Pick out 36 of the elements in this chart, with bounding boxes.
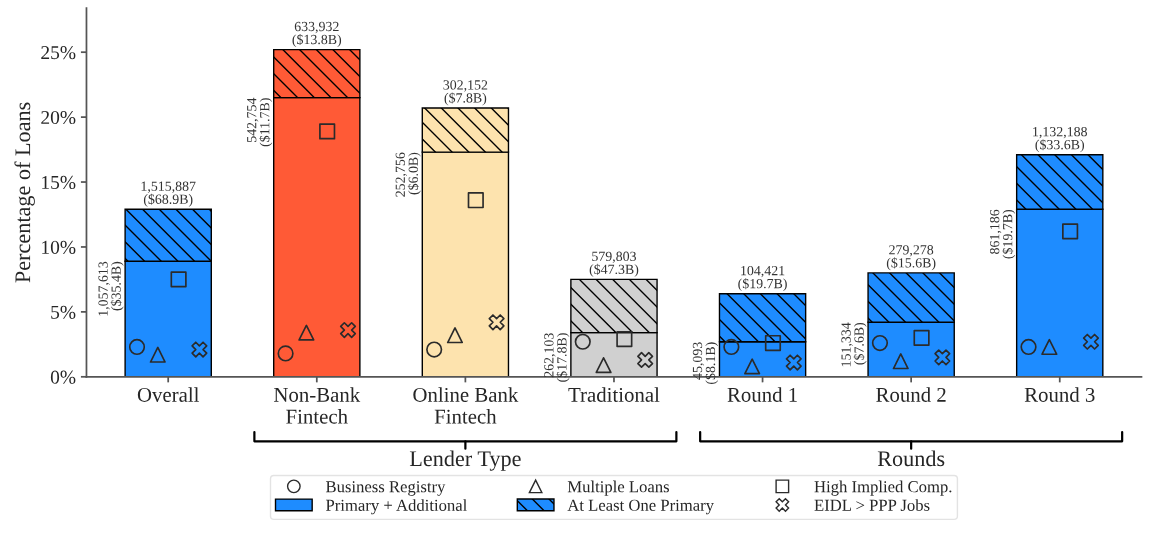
annotation: 252,756 ($6.0B) (395, 152, 421, 197)
y-tick-label: 10% (42, 240, 76, 254)
legend-label: Multiple Loans (567, 480, 669, 496)
annotation: 579,803 ($47.3B) (589, 251, 639, 277)
legend-label: EIDL > PPP Jobs (814, 499, 930, 511)
annotation: 45,093 ($8.1B) (692, 342, 718, 384)
annotation: 302,152 ($7.8B) (443, 80, 488, 106)
y-tick-label: 0% (50, 370, 76, 384)
y-tick-label: 25% (41, 46, 76, 60)
x-tick-label: Traditional (568, 387, 660, 402)
annotation: Rounds (877, 450, 945, 467)
x-tick-label: Round 3 (1024, 387, 1095, 402)
legend-label: Primary + Additional (325, 499, 467, 515)
annotation: 1,515,887 ($68.9B) (141, 181, 196, 207)
x-tick-label: Round 2 (876, 387, 946, 402)
annotation: 262,103 ($17.8B) (544, 333, 570, 382)
annotation: 279,278 ($15.6B) (886, 245, 936, 271)
annotation: 104,421 ($19.7B) (738, 265, 787, 292)
x-tick-label: Online Bank Fintech (413, 387, 519, 424)
text: At Least One Primary (567, 499, 714, 515)
annotation: Lender Type (409, 450, 521, 471)
x-tick-label: Round 1 (727, 387, 797, 402)
y-tick-label: 15% (42, 175, 76, 190)
x-tick-label: Non-Bank Fintech (273, 387, 361, 424)
annotation: 1,132,188 ($33.6B) (1033, 126, 1087, 153)
y-tick-label: 5% (51, 305, 76, 319)
legend-label: Business Registry (325, 481, 446, 496)
annotation: 1,057,613 ($35.4B) (98, 261, 124, 316)
annotation: 151,334 ($7.6B) (841, 322, 867, 367)
x-tick-label: Overall (137, 387, 200, 402)
annotation: 542,754 ($11.7B) (247, 97, 273, 147)
y-tick-label: 20% (41, 110, 76, 125)
legend-label: High Implied Comp. (814, 480, 952, 496)
annotation: 633,932 ($13.8B) (292, 21, 342, 47)
y-axis-title: Percentage of Loans (14, 102, 35, 283)
annotation: 861,186 ($19.7B) (989, 209, 1016, 259)
